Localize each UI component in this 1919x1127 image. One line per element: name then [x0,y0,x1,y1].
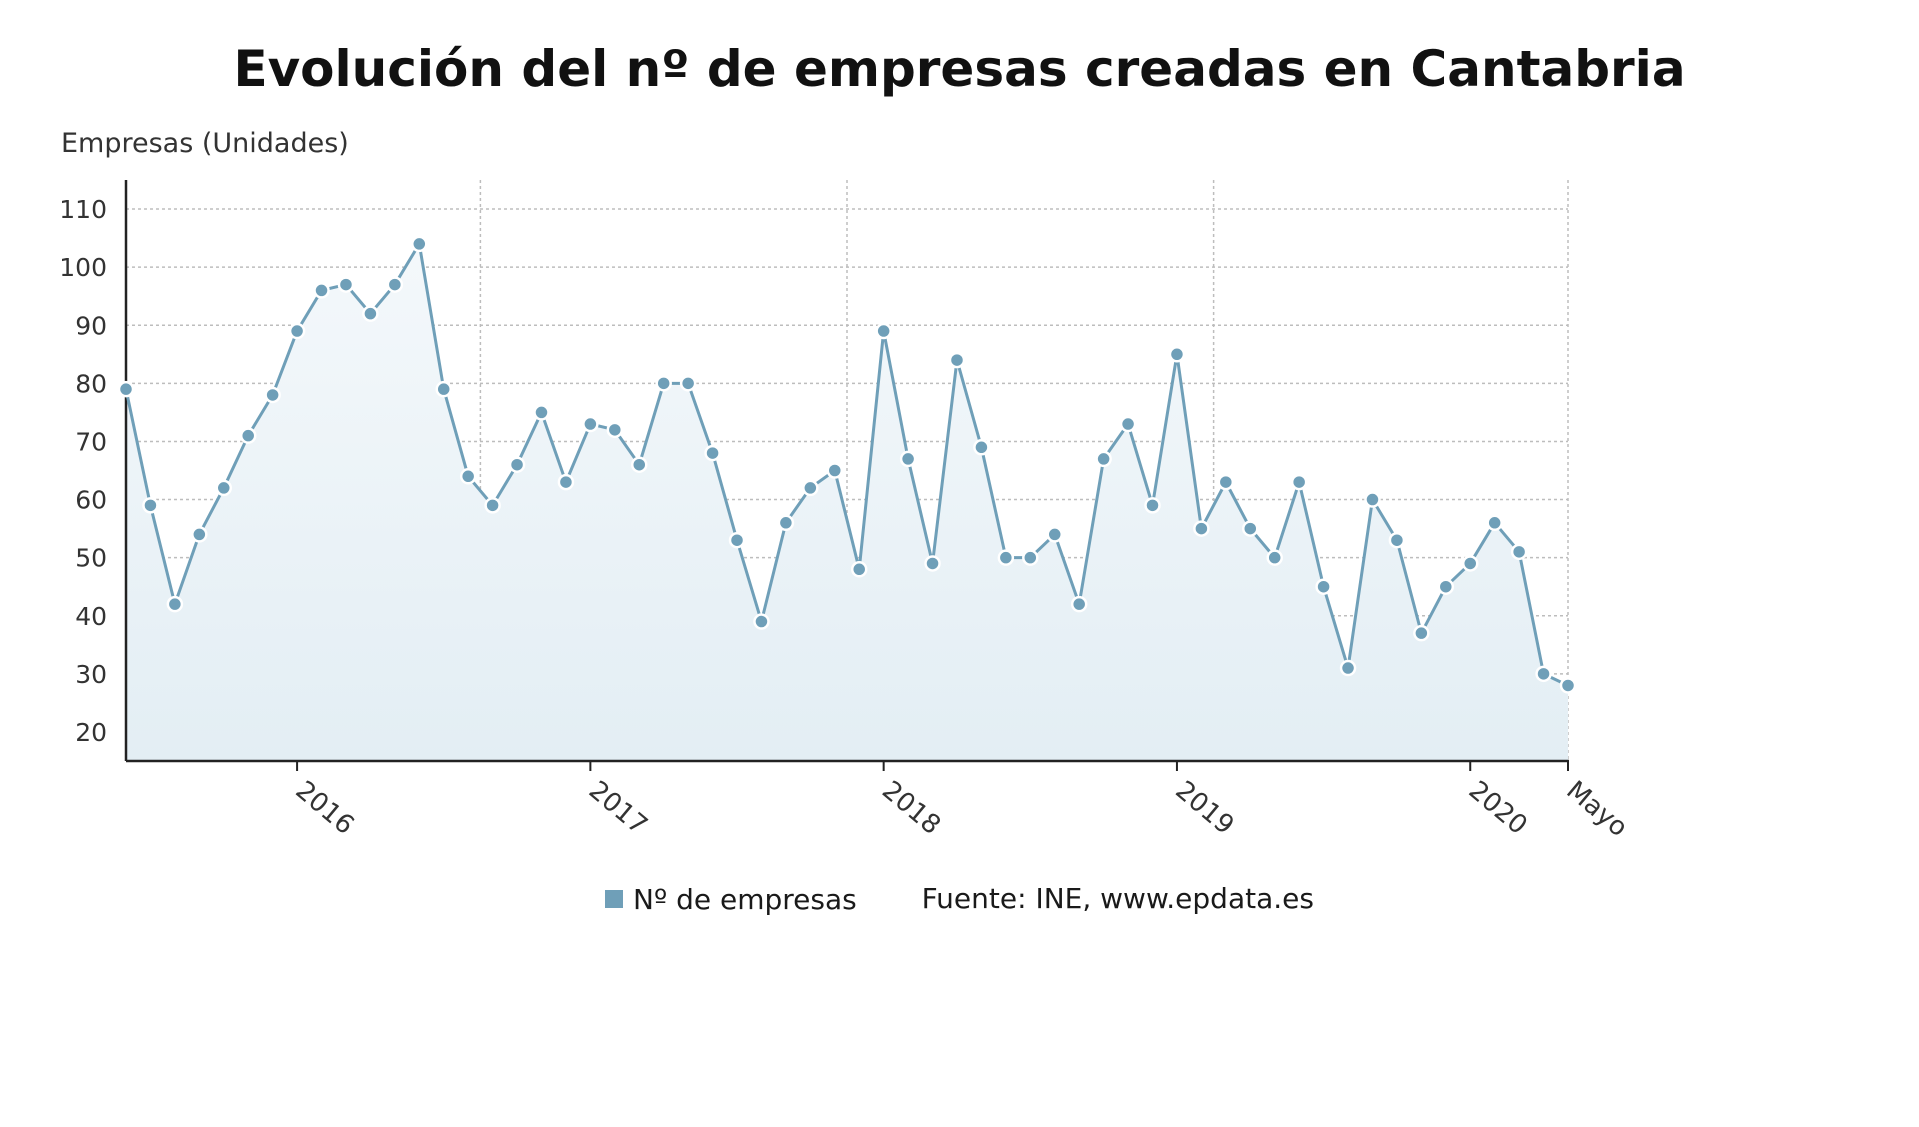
legend-swatch [605,890,624,908]
data-point[interactable] [215,479,233,497]
x-tick-label: 2016 [290,775,360,841]
data-point[interactable] [484,497,501,514]
data-point[interactable] [411,235,428,253]
point-layer [117,235,1577,694]
data-point[interactable] [826,462,844,479]
y-tick-labels: 20 30 40 50 60 70 80 90 100 110 [59,195,107,747]
data-point[interactable] [1510,543,1528,561]
y-axis-label: Empresas (Unidades) [61,128,349,159]
data-point[interactable] [313,282,330,299]
data-point[interactable] [606,421,624,439]
data-point[interactable] [802,479,819,497]
data-point[interactable] [704,444,721,462]
data-point[interactable] [264,386,281,404]
data-point[interactable] [1315,578,1332,595]
data-point[interactable] [1388,531,1406,549]
data-point[interactable] [362,305,379,322]
data-point[interactable] [1168,346,1186,363]
data-point[interactable] [875,322,892,340]
data-point[interactable] [1144,497,1161,514]
data-point[interactable] [191,526,208,543]
data-point[interactable] [435,380,452,398]
legend-item[interactable]: Nº de empresas [605,883,857,916]
data-point[interactable] [1119,415,1137,433]
data-point[interactable] [1046,526,1063,543]
legend-label: Nº de empresas [633,882,857,916]
data-point[interactable] [337,276,355,293]
data-point[interactable] [459,468,477,485]
data-point[interactable] [924,555,941,572]
x-tick-labels: 2016 2017 2018 2019 2020 Mayo [290,775,1634,843]
data-point[interactable] [1413,624,1430,642]
data-point[interactable] [1217,473,1235,491]
data-point[interactable] [239,427,257,444]
x-tick-label: Mayo [1561,775,1634,843]
data-point[interactable] [1242,520,1259,537]
data-point[interactable] [948,351,966,369]
data-point[interactable] [1290,473,1308,491]
data-point[interactable] [142,497,159,514]
data-point[interactable] [899,450,917,468]
y-tick-label: 90 [75,311,107,340]
legend: Nº de empresas Fuente: INE, www.epdata.e… [0,882,1919,916]
data-point[interactable] [1486,514,1503,532]
data-point[interactable] [679,375,697,392]
data-point[interactable] [1266,549,1283,566]
data-point[interactable] [1437,578,1455,595]
data-point[interactable] [777,514,795,532]
data-point[interactable] [728,531,746,549]
data-point[interactable] [557,473,575,491]
data-point[interactable] [1070,595,1088,613]
data-point[interactable] [1339,659,1357,677]
data-point[interactable] [1461,555,1479,572]
y-tick-label: 80 [75,369,107,398]
data-point[interactable] [1095,450,1112,468]
data-point[interactable] [655,375,672,392]
data-point[interactable] [997,549,1015,566]
data-point[interactable] [386,276,404,293]
data-point[interactable] [631,456,648,473]
data-point[interactable] [508,456,526,473]
data-point[interactable] [973,439,990,456]
data-point[interactable] [166,595,184,613]
data-point[interactable] [1559,677,1577,694]
y-tick-label: 50 [75,544,107,573]
data-point[interactable] [753,613,770,630]
data-point[interactable] [582,415,599,433]
data-point[interactable] [1022,549,1039,566]
chart-title: Evolución del nº de empresas creadas en … [233,40,1686,98]
axis-layer [124,180,1569,771]
x-tick-label: 2019 [1169,775,1239,841]
source-note: Fuente: INE, www.epdata.es [921,882,1314,915]
data-point[interactable] [288,322,306,340]
y-tick-label: 100 [59,253,107,282]
data-point[interactable] [117,380,135,398]
y-tick-label: 20 [75,718,107,747]
x-tick-label: 2020 [1463,775,1533,841]
y-tick-label: 110 [59,195,107,224]
data-point[interactable] [1193,520,1210,537]
series-area [126,243,1568,761]
y-tick-label: 70 [75,427,107,456]
y-tick-label: 40 [75,602,107,631]
x-tick-label: 2018 [876,775,946,841]
data-point[interactable] [1364,491,1381,508]
data-point[interactable] [1535,665,1552,683]
data-point[interactable] [533,404,550,421]
x-tick-label: 2017 [583,775,653,841]
data-point[interactable] [850,561,868,578]
y-tick-label: 60 [75,486,107,515]
y-tick-label: 30 [75,660,107,689]
